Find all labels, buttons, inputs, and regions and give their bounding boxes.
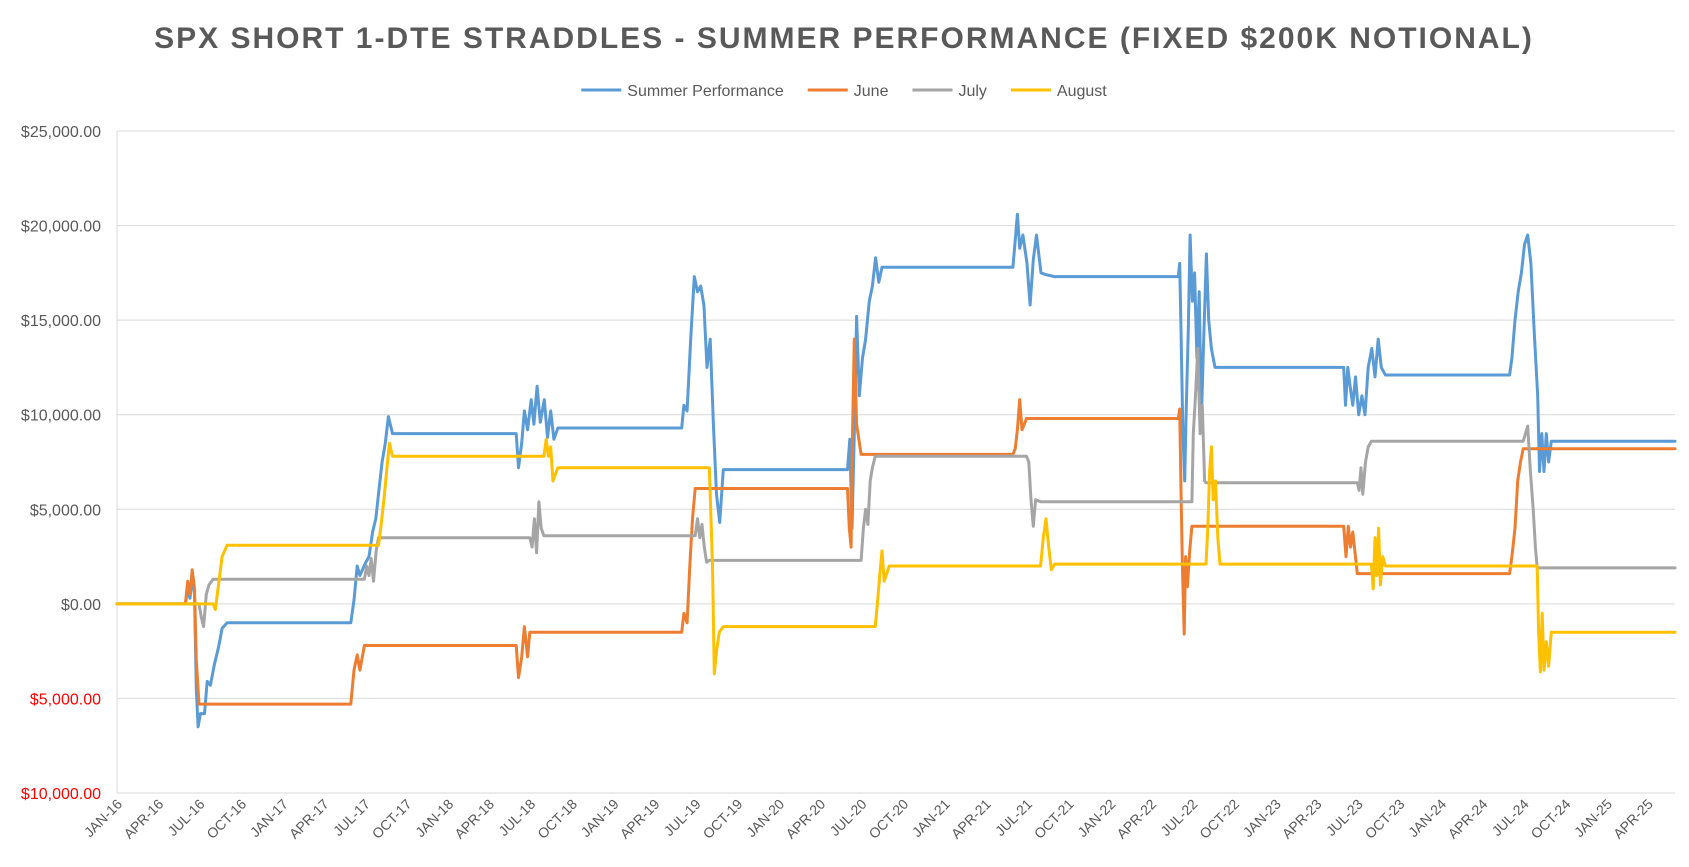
legend-item: Summer Performance [581,83,784,100]
y-tick-label: $10,000.00 [21,408,101,425]
y-tick-label: $5,000.00 [30,502,101,519]
x-tick-label: APR-16 [120,796,166,842]
y-tick-label: $0.00 [61,597,101,614]
series-line-august [115,437,1677,676]
legend-label: Summer Performance [627,83,784,100]
x-tick-label: OCT-20 [865,796,911,842]
x-tick-label: OCT-19 [700,796,746,842]
x-tick-label: JUL-16 [164,796,207,839]
x-tick-label: JUL-22 [1157,796,1200,839]
x-tick-label: APR-25 [1610,796,1656,842]
x-tick-label: JAN-19 [577,796,621,840]
legend-item: August [1010,83,1107,100]
x-tick-label: JUL-23 [1323,796,1366,839]
x-tick-label: JAN-23 [1240,796,1284,840]
y-tick-label: $25,000.00 [21,124,101,141]
x-tick-label: JUL-24 [1489,796,1532,839]
x-tick-label: APR-24 [1445,796,1491,842]
x-tick-label: JUL-19 [661,796,704,839]
y-tick-label: $15,000.00 [21,313,101,330]
x-tick-label: JUL-17 [330,796,373,839]
x-tick-label: JAN-25 [1571,796,1615,840]
x-tick-label: JAN-21 [909,796,953,840]
chart-gridlines [116,130,1675,794]
chart-legend: Summer Performance June July August [581,83,1107,100]
legend-item: July [912,83,987,100]
x-tick-label: OCT-22 [1196,796,1242,842]
x-tick-label: APR-22 [1113,796,1159,842]
x-tick-label: JAN-18 [412,796,456,840]
x-tick-label: JAN-17 [247,796,291,840]
x-tick-label: OCT-16 [203,796,249,842]
x-tick-label: OCT-21 [1031,796,1077,842]
x-tick-label: APR-20 [782,796,828,842]
y-tick-label: $10,000.00 [21,786,101,803]
x-tick-label: JUL-21 [992,796,1035,839]
legend-item: June [807,83,889,100]
legend-label: July [958,83,986,100]
x-tick-label: OCT-17 [369,796,415,842]
legend-label: August [1057,83,1107,100]
x-tick-label: APR-18 [451,796,497,842]
x-tick-label: JAN-20 [743,796,787,840]
series-line-summer-performance [115,212,1677,729]
chart-title: SPX SHORT 1-DTE STRADDLES - SUMMER PERFO… [154,22,1534,55]
series-line-june [115,337,1677,706]
x-tick-label: APR-17 [286,796,332,842]
x-axis: JAN-16APR-16JUL-16OCT-16JAN-17APR-17JUL-… [81,796,1656,842]
y-tick-label: $5,000.00 [30,691,101,708]
x-tick-label: OCT-24 [1527,796,1573,842]
y-axis: $25,000.00 $20,000.00 $15,000.00 $10,000.00… [21,124,101,803]
x-tick-label: JUL-20 [826,796,869,839]
x-tick-label: APR-21 [948,796,994,842]
plot-area [115,212,1677,729]
x-tick-label: JAN-22 [1074,796,1118,840]
legend-label: June [854,83,889,100]
x-tick-label: OCT-23 [1362,796,1408,842]
x-tick-label: JUL-18 [495,796,538,839]
x-tick-label: OCT-18 [534,796,580,842]
x-tick-label: JAN-24 [1405,796,1449,840]
x-tick-label: APR-19 [617,796,663,842]
series-line-july [115,347,1677,629]
x-tick-label: APR-23 [1279,796,1325,842]
y-tick-label: $20,000.00 [21,219,101,236]
